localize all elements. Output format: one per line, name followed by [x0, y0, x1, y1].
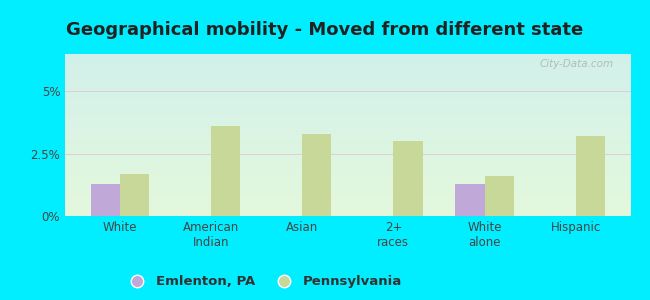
Bar — [302, 134, 332, 216]
Bar — [90, 184, 120, 216]
Bar — [484, 176, 514, 216]
Bar — [456, 184, 484, 216]
Bar — [393, 141, 422, 216]
Bar — [120, 174, 149, 216]
Legend: Emlenton, PA, Pennsylvania: Emlenton, PA, Pennsylvania — [119, 270, 407, 294]
Bar — [211, 126, 240, 216]
Bar — [576, 136, 605, 216]
Text: Geographical mobility - Moved from different state: Geographical mobility - Moved from diffe… — [66, 21, 584, 39]
Text: City-Data.com: City-Data.com — [540, 59, 614, 69]
